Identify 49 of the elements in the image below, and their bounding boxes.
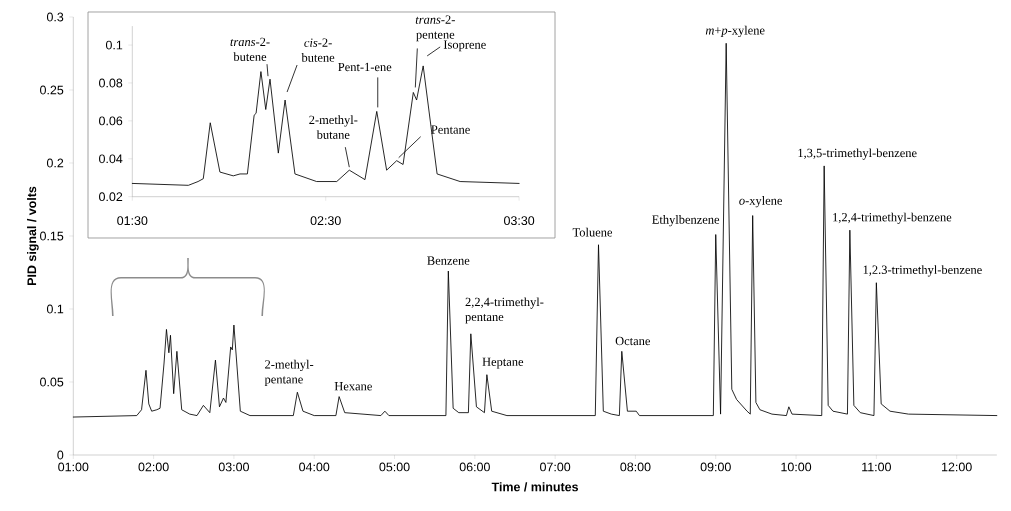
y-axis-title: PID signal / volts (27, 186, 39, 285)
x-tick-label: 09:00 (700, 462, 731, 472)
y-tick-label: 0.1 (105, 40, 123, 50)
y-tick-label: 0.05 (40, 377, 64, 387)
annotation: Pent-1-ene (338, 62, 392, 72)
x-tick-label: 10:00 (781, 462, 812, 472)
annotation: Benzene (427, 256, 470, 265)
x-tick-label: 01:30 (117, 216, 148, 226)
x-tick-label: 01:00 (58, 462, 89, 472)
annotation: 2-methyl-pentane (264, 359, 314, 387)
y-tick-label: 0.02 (99, 192, 123, 202)
annotation: trans-2-butene (230, 37, 270, 61)
annotation: Heptane (482, 357, 524, 369)
annotation: Isoprene (443, 40, 486, 52)
annotation: 1,2,4-trimethyl-benzene (833, 212, 952, 224)
y-tick-label: 0.08 (99, 78, 123, 88)
x-tick-label: 07:00 (540, 462, 571, 472)
annotation: 2,2,4-trimethyl-pentane (465, 297, 544, 324)
y-tick-label: 0.06 (99, 116, 123, 126)
annotation: trans-2-pentene (415, 15, 455, 42)
x-tick-label: 04:00 (299, 462, 330, 472)
x-tick-label: 02:00 (138, 462, 169, 472)
x-tick-label: 12:00 (942, 462, 972, 472)
y-tick-label: 0.04 (99, 154, 123, 164)
annotation: Toluene (572, 227, 613, 237)
annotation: m+p-xylene (705, 25, 765, 38)
annotation: Ethylbenzene (652, 215, 720, 227)
annotation: 1,2.3-trimethyl-benzene (863, 265, 982, 277)
y-tick-label: 0.1 (46, 304, 64, 314)
y-tick-label: 0.3 (46, 12, 64, 22)
annotation: o-xylene (739, 196, 783, 208)
x-axis-title: Time / minutes (491, 482, 579, 492)
x-tick-label: 05:00 (379, 462, 410, 472)
y-tick-label: 0 (57, 450, 64, 460)
y-tick-label: 0.15 (40, 231, 64, 241)
annotation: Octane (615, 336, 650, 346)
y-tick-label: 0.25 (40, 85, 64, 95)
y-tick-label: 0.2 (46, 158, 64, 168)
x-tick-label: 08:00 (620, 462, 651, 472)
x-tick-label: 02:30 (310, 216, 341, 226)
annotation: Hexane (334, 382, 372, 391)
annotation: cis-2-butene (301, 38, 335, 62)
annotation: 2-methyl-butane (309, 115, 358, 139)
x-tick-label: 11:00 (862, 462, 891, 472)
annotation: 1,3,5-trimethyl-benzene (798, 148, 917, 160)
x-tick-label: 03:00 (218, 462, 249, 472)
line-series (131, 65, 520, 186)
x-tick-label: 03:30 (504, 216, 535, 226)
x-tick-label: 06:00 (459, 462, 490, 472)
